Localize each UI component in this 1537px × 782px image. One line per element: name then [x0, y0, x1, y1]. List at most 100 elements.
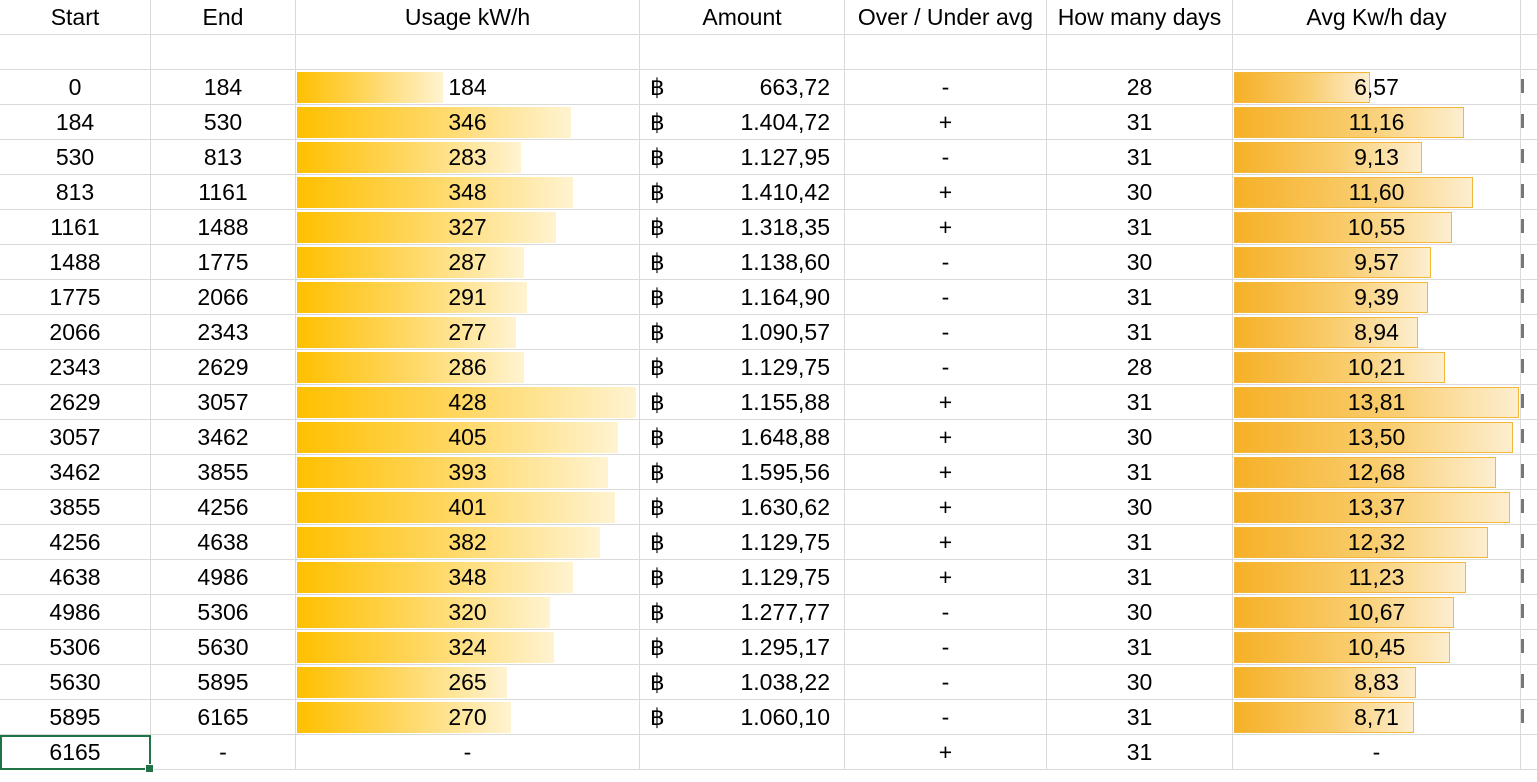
over-under-cell[interactable]: +	[845, 455, 1047, 490]
start-cell[interactable]: 5895	[0, 700, 151, 735]
header-overflow-cell[interactable]	[1521, 0, 1537, 35]
usage-cell[interactable]: 320	[296, 595, 640, 630]
start-cell[interactable]: 3855	[0, 490, 151, 525]
avg-cell[interactable]: 13,81	[1233, 385, 1521, 420]
overflow-cell[interactable]	[1521, 315, 1537, 350]
usage-cell[interactable]: 382	[296, 525, 640, 560]
avg-cell[interactable]: 12,68	[1233, 455, 1521, 490]
usage-cell[interactable]: 348	[296, 175, 640, 210]
days-cell[interactable]: 31	[1047, 210, 1233, 245]
usage-cell[interactable]: 277	[296, 315, 640, 350]
end-cell[interactable]: 4986	[151, 560, 296, 595]
usage-cell[interactable]: 291	[296, 280, 640, 315]
overflow-cell[interactable]	[1521, 210, 1537, 245]
start-cell[interactable]: 530	[0, 140, 151, 175]
days-cell[interactable]: 31	[1047, 735, 1233, 770]
days-cell[interactable]: 30	[1047, 595, 1233, 630]
start-cell[interactable]: 2343	[0, 350, 151, 385]
over-under-cell[interactable]: +	[845, 560, 1047, 595]
usage-cell[interactable]: 348	[296, 560, 640, 595]
usage-cell[interactable]: 287	[296, 245, 640, 280]
end-cell[interactable]: 2066	[151, 280, 296, 315]
overflow-cell[interactable]	[1521, 245, 1537, 280]
usage-cell[interactable]: 270	[296, 700, 640, 735]
start-cell[interactable]: 2629	[0, 385, 151, 420]
overflow-cell[interactable]	[1521, 665, 1537, 700]
empty-cell[interactable]	[845, 35, 1047, 70]
empty-cell[interactable]	[151, 35, 296, 70]
end-cell[interactable]: 5895	[151, 665, 296, 700]
end-cell[interactable]: 1775	[151, 245, 296, 280]
avg-cell[interactable]: 9,13	[1233, 140, 1521, 175]
end-cell[interactable]: 4638	[151, 525, 296, 560]
days-cell[interactable]: 30	[1047, 490, 1233, 525]
empty-cell[interactable]	[296, 35, 640, 70]
avg-cell[interactable]: 13,50	[1233, 420, 1521, 455]
avg-cell[interactable]: 10,45	[1233, 630, 1521, 665]
end-cell[interactable]: 5630	[151, 630, 296, 665]
usage-cell[interactable]: 428	[296, 385, 640, 420]
avg-cell[interactable]: 6,57	[1233, 70, 1521, 105]
amount-cell[interactable]: ฿ 1.090,57	[640, 315, 845, 350]
overflow-cell[interactable]	[1521, 735, 1537, 770]
over-under-cell[interactable]: +	[845, 420, 1047, 455]
amount-cell[interactable]: ฿ 1.630,62	[640, 490, 845, 525]
avg-cell[interactable]: 10,55	[1233, 210, 1521, 245]
overflow-cell[interactable]	[1521, 560, 1537, 595]
start-cell[interactable]: 1775	[0, 280, 151, 315]
empty-cell[interactable]	[1233, 35, 1521, 70]
days-cell[interactable]: 31	[1047, 280, 1233, 315]
over-under-cell[interactable]: -	[845, 245, 1047, 280]
fill-handle[interactable]	[145, 764, 154, 773]
over-under-cell[interactable]: +	[845, 490, 1047, 525]
end-cell[interactable]: 3057	[151, 385, 296, 420]
end-cell[interactable]: 530	[151, 105, 296, 140]
start-cell[interactable]: 0	[0, 70, 151, 105]
amount-cell[interactable]: ฿ 1.595,56	[640, 455, 845, 490]
amount-cell[interactable]: ฿ 1.129,75	[640, 525, 845, 560]
empty-cell[interactable]	[640, 35, 845, 70]
overflow-cell[interactable]	[1521, 700, 1537, 735]
empty-cell[interactable]	[1521, 35, 1537, 70]
days-cell[interactable]: 31	[1047, 525, 1233, 560]
usage-cell[interactable]: 393	[296, 455, 640, 490]
header-over-under[interactable]: Over / Under avg	[845, 0, 1047, 35]
amount-cell[interactable]: ฿ 1.404,72	[640, 105, 845, 140]
over-under-cell[interactable]: -	[845, 70, 1047, 105]
over-under-cell[interactable]: +	[845, 210, 1047, 245]
days-cell[interactable]: 28	[1047, 70, 1233, 105]
amount-cell[interactable]: ฿ 1.318,35	[640, 210, 845, 245]
days-cell[interactable]: 30	[1047, 175, 1233, 210]
days-cell[interactable]: 31	[1047, 315, 1233, 350]
start-cell[interactable]: 813	[0, 175, 151, 210]
avg-cell[interactable]: 11,16	[1233, 105, 1521, 140]
end-cell[interactable]: 813	[151, 140, 296, 175]
days-cell[interactable]: 31	[1047, 700, 1233, 735]
days-cell[interactable]: 30	[1047, 420, 1233, 455]
overflow-cell[interactable]	[1521, 175, 1537, 210]
end-cell[interactable]: 1488	[151, 210, 296, 245]
amount-cell[interactable]: ฿ 1.277,77	[640, 595, 845, 630]
end-cell[interactable]: -	[151, 735, 296, 770]
days-cell[interactable]: 31	[1047, 385, 1233, 420]
avg-cell[interactable]: 8,83	[1233, 665, 1521, 700]
start-cell[interactable]: 4256	[0, 525, 151, 560]
usage-cell[interactable]: -	[296, 735, 640, 770]
start-cell[interactable]: 5306	[0, 630, 151, 665]
days-cell[interactable]: 31	[1047, 140, 1233, 175]
amount-cell[interactable]: ฿ 1.038,22	[640, 665, 845, 700]
overflow-cell[interactable]	[1521, 105, 1537, 140]
usage-cell[interactable]: 286	[296, 350, 640, 385]
overflow-cell[interactable]	[1521, 595, 1537, 630]
overflow-cell[interactable]	[1521, 420, 1537, 455]
end-cell[interactable]: 2629	[151, 350, 296, 385]
avg-cell[interactable]: 10,21	[1233, 350, 1521, 385]
overflow-cell[interactable]	[1521, 490, 1537, 525]
start-cell[interactable]: 1161	[0, 210, 151, 245]
days-cell[interactable]: 31	[1047, 560, 1233, 595]
end-cell[interactable]: 184	[151, 70, 296, 105]
over-under-cell[interactable]: -	[845, 595, 1047, 630]
over-under-cell[interactable]: +	[845, 175, 1047, 210]
overflow-cell[interactable]	[1521, 70, 1537, 105]
avg-cell[interactable]: 8,94	[1233, 315, 1521, 350]
